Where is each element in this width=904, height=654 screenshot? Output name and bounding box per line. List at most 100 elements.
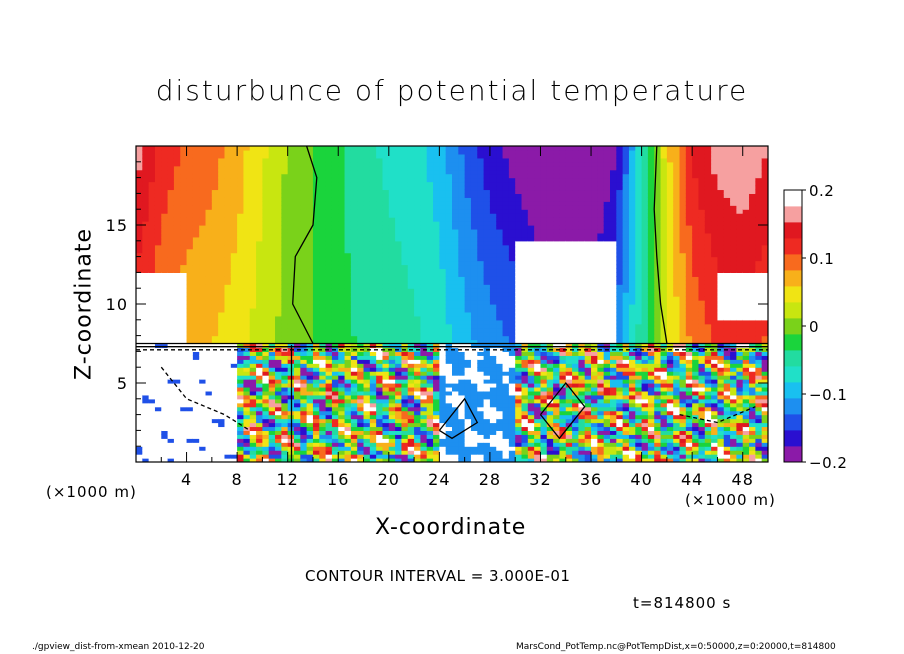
heatmap-cell [338,390,346,396]
heatmap-cell [414,161,421,167]
heatmap-cell [268,292,276,297]
heatmap-cell [161,410,169,416]
heatmap-cell [205,225,213,230]
heatmap-cell [256,311,263,317]
heatmap-cell [350,430,358,435]
heatmap-cell [344,248,352,254]
heatmap-cell [464,276,472,281]
heatmap-cell [369,367,377,372]
heatmap-cell [275,331,282,337]
heatmap-cell [300,300,308,305]
heatmap-cell [230,307,238,313]
heatmap-cell [426,390,434,396]
heatmap-cell [256,319,263,325]
heatmap-cell [262,173,270,179]
heatmap-cell [142,390,150,396]
heatmap-cell [249,165,257,171]
heatmap-cell [439,355,447,360]
heatmap-cell [142,367,150,372]
heatmap-cell [300,422,308,428]
heatmap-cell [268,288,276,293]
heatmap-cell [161,232,169,238]
heatmap-cell [306,268,314,273]
heatmap-cell [376,232,384,238]
heatmap-cell [515,315,523,321]
heatmap-cell [527,458,535,462]
heatmap-cell [180,331,188,337]
heatmap-cell [167,292,175,297]
heatmap-cell [470,311,478,317]
heatmap-cell [521,394,529,400]
heatmap-cell [136,201,143,206]
heatmap-cell [382,371,390,376]
heatmap-cell [464,153,472,159]
heatmap-cell [205,323,213,329]
heatmap-cell [433,153,440,159]
heatmap-cell [154,351,162,356]
heatmap-cell [401,414,409,420]
heatmap-cell [338,398,346,404]
heatmap-cell [470,296,478,301]
heatmap-cell [294,217,301,222]
heatmap-cell [344,189,352,194]
heatmap-cell [325,331,333,337]
heatmap-cell [325,351,333,356]
heatmap-cell [508,347,516,352]
heatmap-cell [243,430,251,435]
heatmap-cell [331,307,339,313]
heatmap-cell [470,173,478,179]
heatmap-cell [218,268,226,273]
heatmap-cell [154,228,162,234]
heatmap-cell [325,232,333,238]
heatmap-cell [262,296,270,301]
heatmap-cell [395,248,403,254]
heatmap-cell [268,157,276,163]
heatmap-cell [369,390,377,396]
heatmap-cell [294,244,301,250]
heatmap-cell [268,410,276,416]
heatmap-cell [205,434,213,439]
heatmap-cell [502,209,510,214]
heatmap-cell [331,217,339,222]
heatmap-cell [452,213,459,218]
heatmap-cell [350,311,358,317]
heatmap-cell [224,307,232,313]
heatmap-cell [237,177,245,183]
heatmap-cell [294,398,301,404]
heatmap-cell [325,225,333,230]
heatmap-cell [521,288,529,293]
heatmap-cell [230,410,238,416]
heatmap-cell [483,442,491,447]
heatmap-cell [142,394,150,400]
heatmap-cell [294,410,301,416]
heatmap-cell [357,335,365,341]
heatmap-cell [464,244,472,250]
heatmap-cell [180,446,188,451]
heatmap-cell [243,450,251,455]
heatmap-cell [489,383,497,388]
heatmap-cell [350,426,358,431]
heatmap-cell [230,367,238,372]
heatmap-cell [433,319,440,325]
heatmap-cell [224,276,232,281]
heatmap-cell [173,292,181,297]
heatmap-cell [376,300,384,305]
heatmap-cell [249,319,257,325]
heatmap-cell [433,422,440,428]
heatmap-cell [376,292,384,297]
heatmap-cell [483,185,491,191]
heatmap-cell [395,394,403,400]
heatmap-cell [281,276,289,281]
heatmap-cell [180,351,188,356]
heatmap-cell [325,205,333,210]
heatmap-cell [211,438,219,443]
heatmap-cell [338,371,346,376]
heatmap-cell [161,402,169,408]
heatmap-cell [433,339,440,345]
heatmap-cell [382,351,390,356]
heatmap-cell [312,221,320,226]
heatmap-cell [173,165,181,171]
heatmap-cell [439,410,447,416]
heatmap-cell [496,426,504,431]
heatmap-cell [420,189,428,194]
